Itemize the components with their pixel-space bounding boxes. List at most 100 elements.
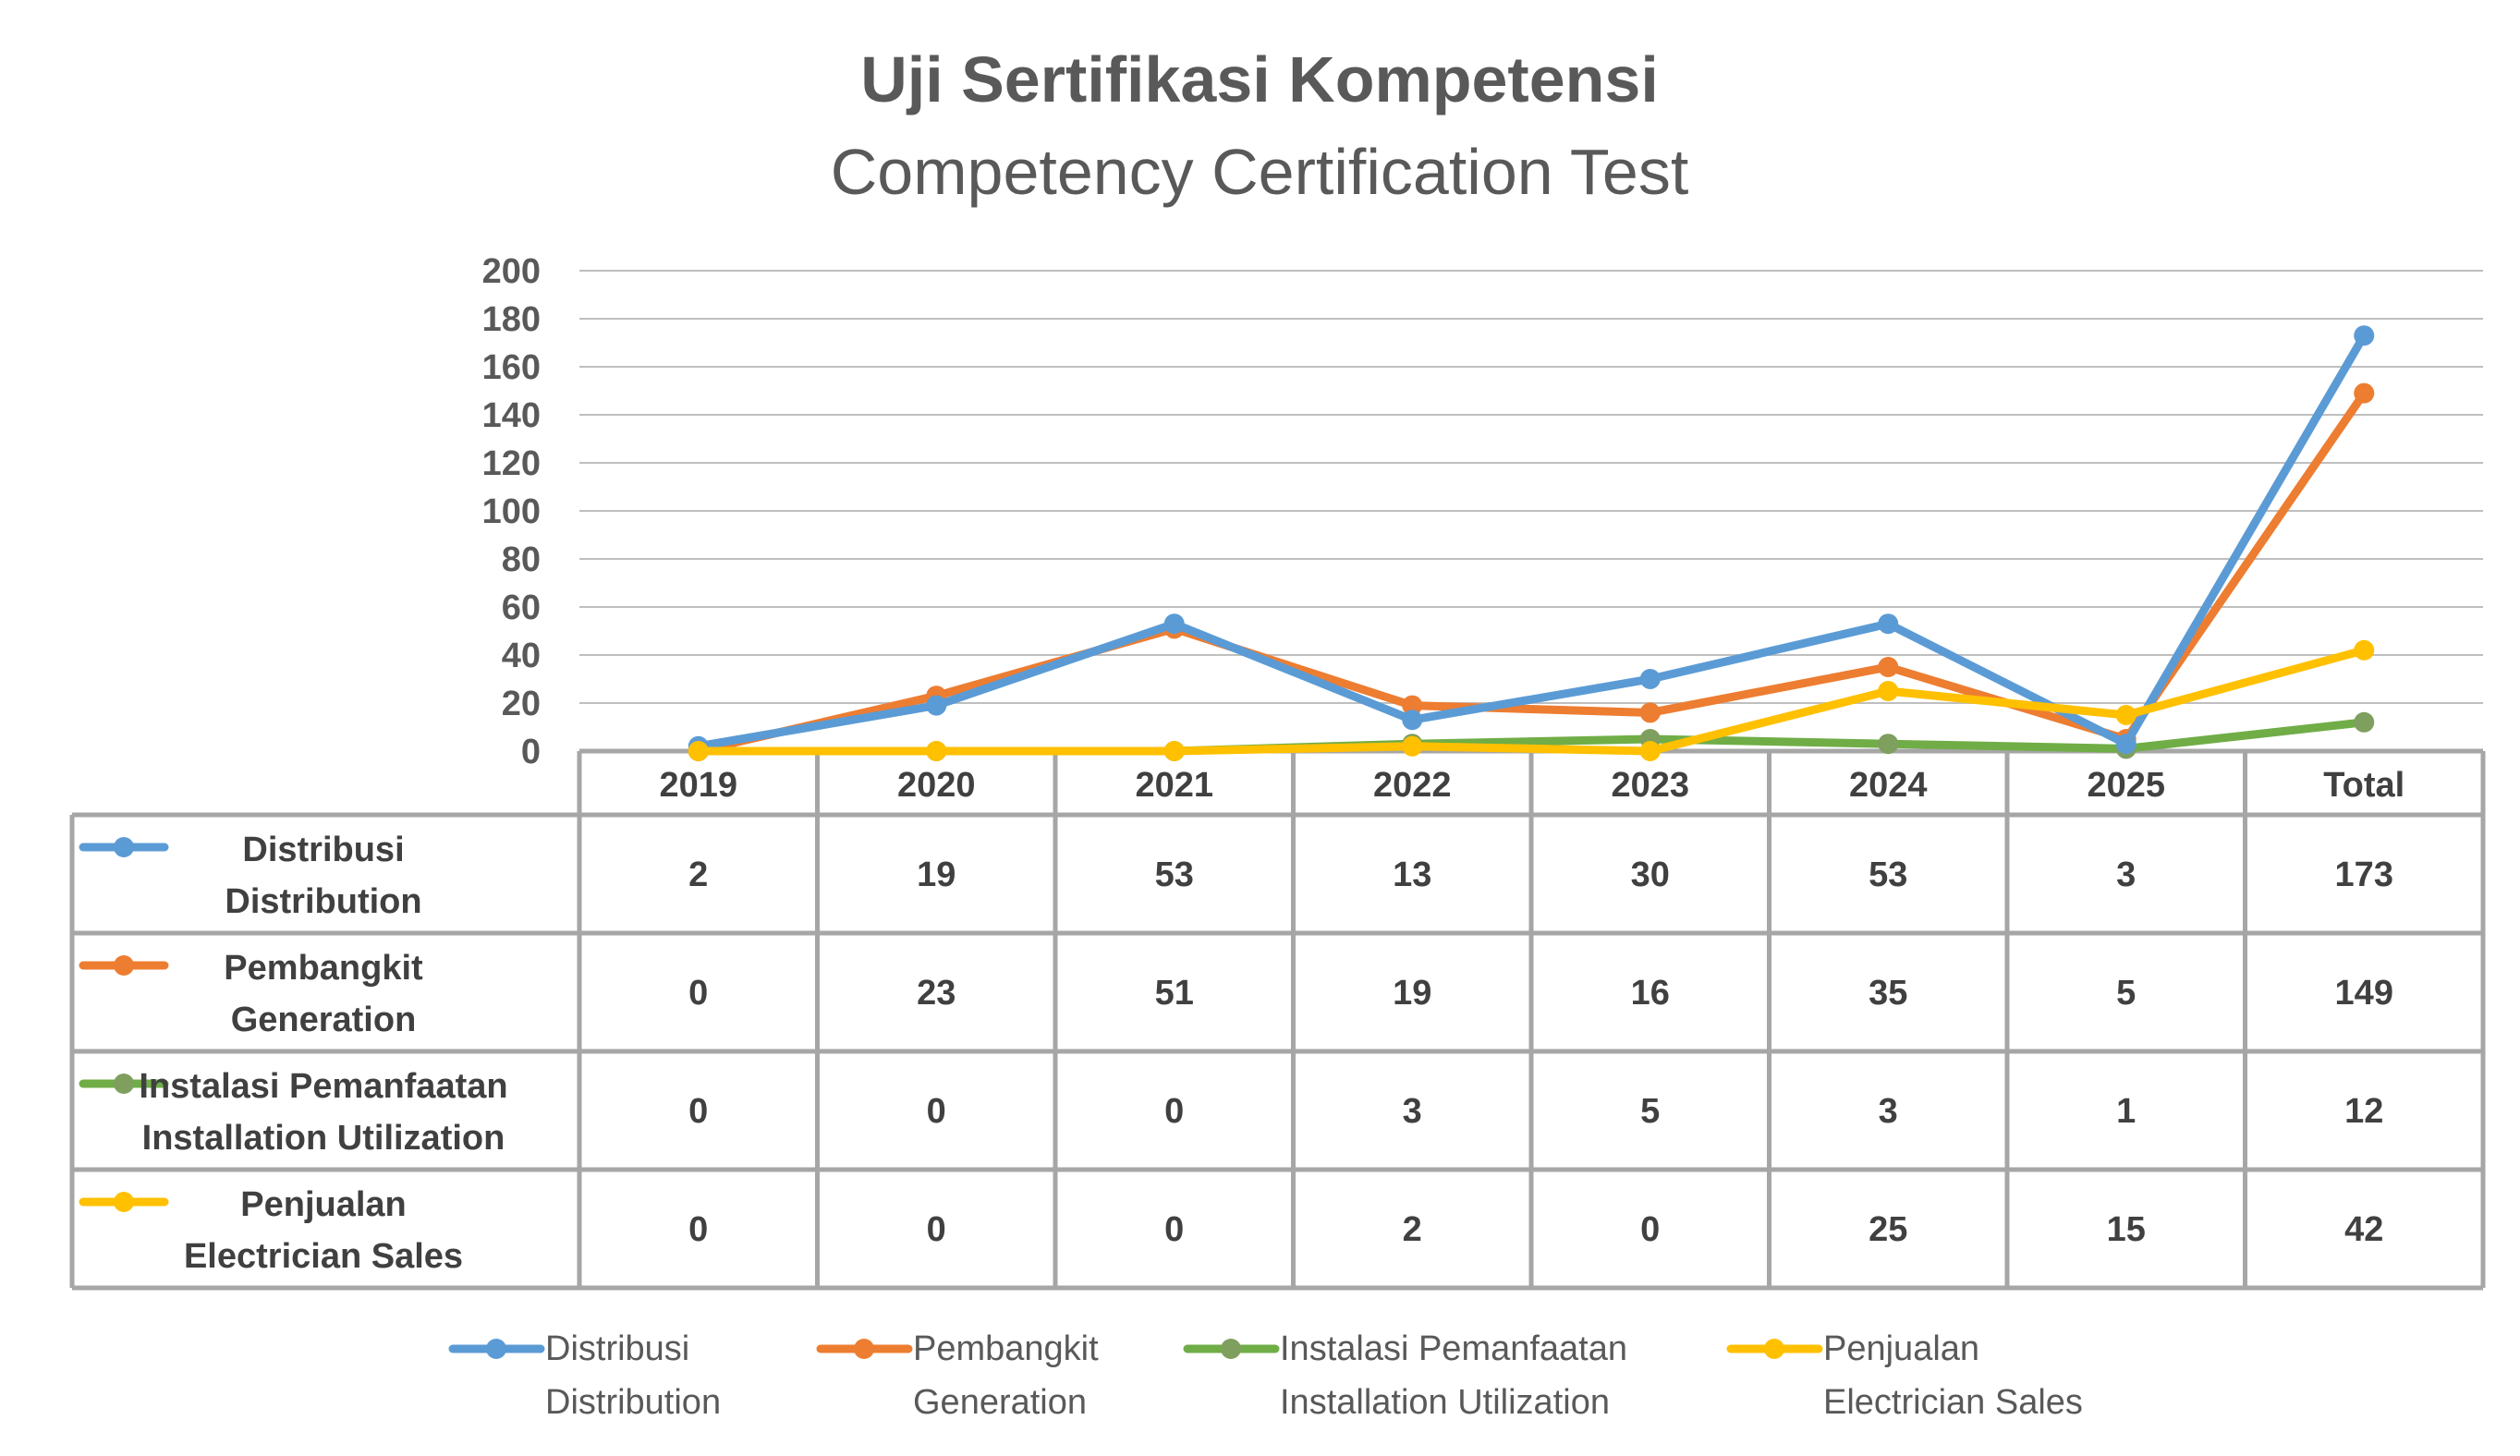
- y-tick-label: 80: [502, 540, 541, 579]
- legend-label-line2: Electrician Sales: [1823, 1383, 2083, 1422]
- data-point: [688, 741, 709, 761]
- y-tick-label: 60: [502, 588, 541, 627]
- table-cell-value: 53: [1155, 855, 1194, 894]
- row-legend-key-marker: [114, 1192, 134, 1212]
- row-legend-key-marker: [114, 837, 134, 857]
- data-point: [2354, 325, 2375, 346]
- row-label-line1: Instalasi Pemanfaatan: [139, 1067, 507, 1106]
- table-cell-value: 19: [917, 855, 956, 894]
- data-point: [1163, 613, 1185, 635]
- legend-key-marker: [854, 1339, 874, 1359]
- legend-label-line1: Penjualan: [1823, 1329, 1979, 1368]
- row-label-line1: Distribusi: [242, 831, 404, 869]
- data-point: [2354, 382, 2375, 404]
- table-cell-value: 3: [1879, 1092, 1898, 1131]
- data-point: [1402, 695, 1423, 716]
- data-point: [1878, 734, 1899, 755]
- row-legend-key-marker: [114, 955, 134, 976]
- table-cell-value: 23: [917, 974, 956, 1013]
- series-line: [694, 331, 2368, 751]
- legend-key-marker: [1764, 1339, 1784, 1359]
- row-label-line1: Pembangkit: [224, 949, 423, 988]
- data-point: [1402, 710, 1423, 731]
- legend-label-line1: Distribusi: [545, 1329, 689, 1368]
- x-tick-label: 2021: [1135, 766, 1213, 805]
- table-cell-value: 173: [2335, 855, 2393, 894]
- y-tick-label: 160: [482, 348, 541, 387]
- row-label-line1: Penjualan: [240, 1185, 407, 1224]
- data-point: [1878, 613, 1899, 635]
- data-point: [1878, 657, 1899, 677]
- table-cell-value: 0: [688, 1092, 708, 1131]
- table-cell-value: 15: [2107, 1210, 2146, 1249]
- data-point: [1639, 669, 1661, 689]
- table-cell-value: 19: [1393, 974, 1431, 1013]
- y-tick-label: 200: [482, 252, 541, 291]
- data-point: [926, 741, 947, 761]
- data-point: [926, 695, 947, 716]
- table-cell-value: 5: [1640, 1092, 1660, 1131]
- plot-series: [688, 325, 2375, 761]
- table-cell-value: 3: [1403, 1092, 1422, 1131]
- legend-label-line1: Instalasi Pemanfaatan: [1280, 1329, 1627, 1368]
- legend-key-marker: [486, 1339, 506, 1359]
- table-cell-value: 0: [927, 1092, 946, 1131]
- y-tick-label: 180: [482, 300, 541, 339]
- table-cell-value: 0: [1164, 1210, 1184, 1249]
- table-cell-value: 5: [2116, 974, 2136, 1013]
- table-cell-value: 30: [1631, 855, 1670, 894]
- data-point: [2354, 711, 2375, 733]
- table-cell-value: 0: [1164, 1092, 1184, 1131]
- data-point: [2115, 734, 2137, 755]
- y-tick-label: 140: [482, 396, 541, 435]
- x-tick-label: 2023: [1611, 766, 1689, 805]
- table-cell-value: 149: [2335, 974, 2393, 1013]
- table-cell-value: 51: [1155, 974, 1194, 1013]
- data-point: [1639, 741, 1661, 761]
- table-cell-value: 0: [927, 1210, 946, 1249]
- row-label-line2: Generation: [231, 1001, 417, 1039]
- y-tick-label: 100: [482, 492, 541, 531]
- table-cell-value: 0: [688, 1210, 708, 1249]
- y-axis-ticks: 0 20 40 60 80 100 120 140 160 180 200: [482, 252, 541, 771]
- y-tick-label: 40: [502, 637, 541, 675]
- chart-title: Uji Sertifikasi Kompetensi: [860, 43, 1659, 115]
- table-cell-value: 25: [1869, 1210, 1907, 1249]
- data-point: [2115, 705, 2137, 725]
- legend: Distribusi Distribution Pembangkit Generati…: [448, 1329, 2083, 1422]
- data-point: [1402, 735, 1423, 757]
- row-label-line2: Installation Utilization: [142, 1119, 505, 1158]
- x-tick-label: Total: [2323, 766, 2404, 805]
- x-tick-label: 2024: [1849, 766, 1928, 805]
- table-cell-value: 2: [1403, 1210, 1422, 1249]
- chart-subtitle: Competency Certification Test: [831, 136, 1689, 208]
- table-cell-value: 53: [1869, 855, 1907, 894]
- row-label-line2: Distribution: [225, 882, 421, 921]
- table-cell-value: 0: [1640, 1210, 1660, 1249]
- legend-label-line1: Pembangkit: [913, 1329, 1099, 1368]
- data-point: [1163, 741, 1185, 761]
- row-legend-key-marker: [114, 1074, 134, 1094]
- table-cell-value: 1: [2116, 1092, 2136, 1131]
- x-tick-label: 2025: [2087, 766, 2165, 805]
- table-cell-value: 12: [2344, 1092, 2383, 1131]
- data-point: [1639, 702, 1661, 723]
- data-point: [1878, 681, 1899, 701]
- data-table: 2019 2020 2021 2022 2023 2024 2025 TotalDistrib…: [69, 748, 2486, 1291]
- legend-key-marker: [1221, 1339, 1241, 1359]
- y-tick-label: 120: [482, 444, 541, 483]
- legend-label-line2: Generation: [913, 1383, 1087, 1422]
- table-cell-value: 42: [2344, 1210, 2383, 1249]
- legend-label-line2: Distribution: [545, 1383, 721, 1422]
- table-cell-value: 35: [1869, 974, 1907, 1013]
- table-cell-value: 0: [688, 974, 708, 1013]
- gridlines: [579, 270, 2483, 704]
- y-tick-label: 20: [502, 685, 541, 723]
- row-label-line2: Electrician Sales: [184, 1237, 463, 1276]
- x-tick-label: 2019: [659, 766, 737, 805]
- x-tick-label: 2020: [897, 766, 976, 805]
- table-cell-value: 2: [688, 855, 708, 894]
- legend-label-line2: Installation Utilization: [1280, 1383, 1610, 1422]
